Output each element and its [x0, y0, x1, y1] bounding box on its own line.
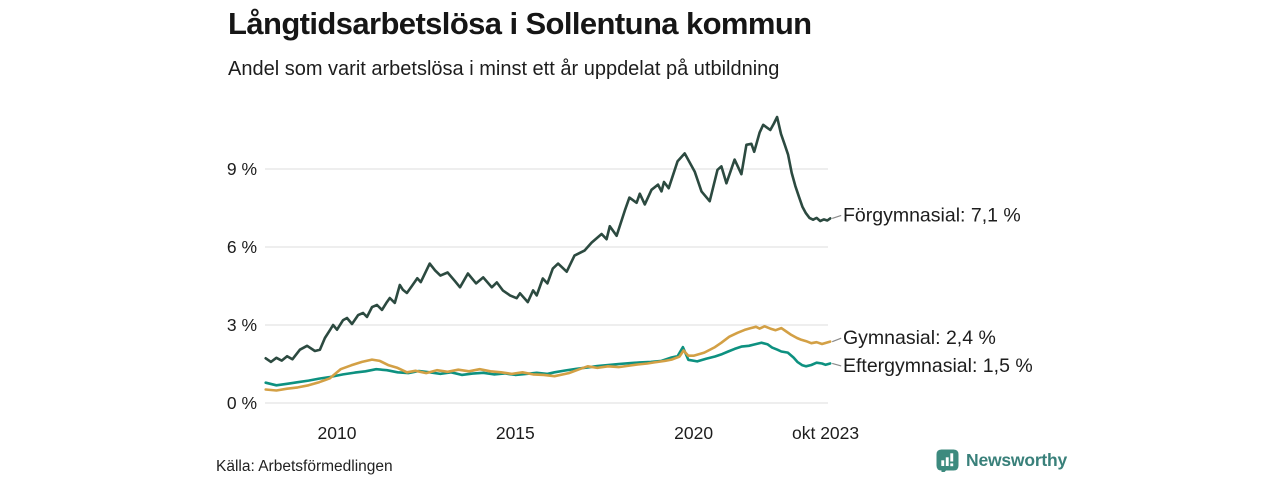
series-line-gymnasial: [264, 324, 832, 392]
newsworthy-brand: Newsworthy: [936, 449, 1067, 472]
y-tick-label: 9 %: [227, 159, 257, 179]
chart-subtitle: Andel som varit arbetslösa i minst ett å…: [228, 58, 780, 80]
x-tick-label: 2010: [318, 423, 357, 443]
page-title: Långtidsarbetslösa i Sollentuna kommun: [228, 6, 812, 41]
y-tick-label: 3 %: [227, 315, 257, 335]
y-tick-label: 6 %: [227, 237, 257, 257]
source-note: Källa: Arbetsförmedlingen: [216, 458, 393, 475]
series-end-label-gymnasial: Gymnasial: 2,4 %: [843, 327, 996, 349]
label-connector-eftergymnasial: [832, 362, 842, 367]
newsworthy-wordmark: Newsworthy: [966, 450, 1068, 470]
x-tick-label: okt 2023: [792, 423, 859, 443]
x-tick-label: 2020: [674, 423, 713, 443]
series-line-eftergymnasial: [264, 341, 832, 387]
y-tick-label: 0 %: [227, 393, 257, 413]
x-tick-label: 2015: [496, 423, 535, 443]
newsworthy-logo-icon: [936, 449, 959, 472]
label-connector-gymnasial: [831, 337, 842, 343]
series-end-label-forgymnasial: Förgymnasial: 7,1 %: [843, 204, 1021, 226]
series-line-forgymnasial: [264, 115, 832, 364]
series-end-label-eftergymnasial: Eftergymnasial: 1,5 %: [843, 355, 1033, 377]
label-connector-forgymnasial: [832, 214, 842, 219]
